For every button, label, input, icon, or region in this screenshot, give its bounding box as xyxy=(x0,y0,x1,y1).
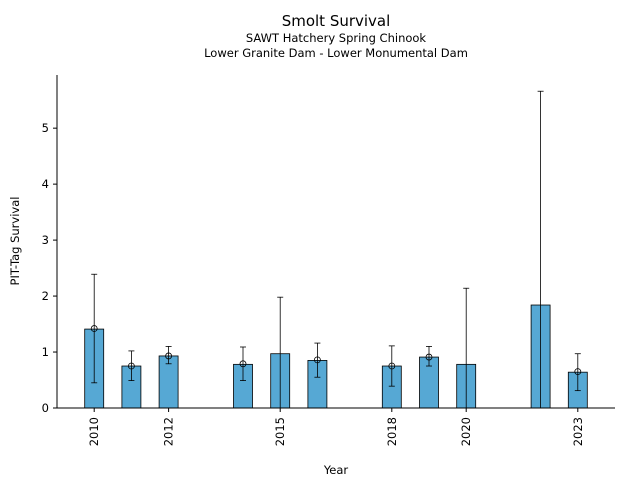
chart-title: Smolt Survival xyxy=(281,12,391,30)
bars-group xyxy=(84,304,588,409)
x-tick-label-2015: 2015 xyxy=(273,417,287,446)
point-estimate-2011 xyxy=(127,362,135,370)
y-tick-label-0: 0 xyxy=(42,401,49,415)
chart-subtitle-line-2: Lower Granite Dam - Lower Monumental Dam xyxy=(204,46,468,60)
y-tick-label-5: 5 xyxy=(42,121,49,135)
x-tick-label-2020: 2020 xyxy=(459,417,473,446)
point-estimate-2012 xyxy=(165,352,173,360)
error-bars-group xyxy=(90,90,582,408)
point-estimate-2019 xyxy=(425,353,433,361)
point-estimate-2016 xyxy=(313,356,321,364)
x-tick-label-2010: 2010 xyxy=(87,417,101,446)
x-tick-label-2023: 2023 xyxy=(571,417,585,446)
y-tick-label-2: 2 xyxy=(42,289,49,303)
point-estimate-2018 xyxy=(388,362,396,370)
x-axis-label: Year xyxy=(323,463,349,477)
y-axis-label: PIT-Tag Survival xyxy=(8,196,22,286)
x-tick-label-2018: 2018 xyxy=(385,417,399,446)
point-estimate-2010 xyxy=(90,325,98,332)
axes-group: 0 1 2 3 4 5 2010 2012 2015 2018 2020 2023 xyxy=(42,75,615,446)
y-tick-label-1: 1 xyxy=(42,345,49,359)
x-tick-label-2012: 2012 xyxy=(162,417,176,446)
y-tick-label-3: 3 xyxy=(42,233,49,247)
point-estimate-2023 xyxy=(574,368,582,376)
point-estimate-2014 xyxy=(239,360,247,368)
chart-subtitle-line-1: SAWT Hatchery Spring Chinook xyxy=(245,31,427,45)
y-tick-label-4: 4 xyxy=(42,177,49,191)
